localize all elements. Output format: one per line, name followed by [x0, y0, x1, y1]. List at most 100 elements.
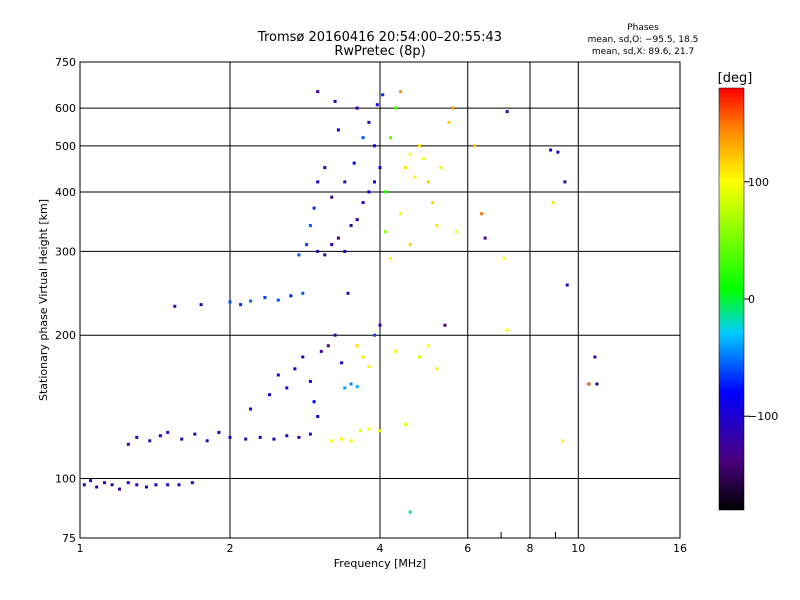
- data-point: [378, 166, 382, 170]
- data-points: [82, 90, 599, 514]
- data-point: [258, 435, 262, 439]
- data-point: [349, 439, 353, 443]
- x-tick-label: 1: [77, 542, 84, 555]
- data-point: [308, 432, 312, 436]
- data-point: [373, 180, 376, 184]
- data-point: [272, 437, 276, 441]
- colorbar-label: [deg]: [718, 71, 753, 86]
- data-point: [308, 224, 312, 227]
- data-point: [330, 195, 334, 199]
- data-point: [361, 201, 365, 205]
- y-tick-label: 75: [62, 532, 76, 545]
- x-tick-label: 2: [227, 542, 234, 555]
- data-point: [319, 349, 323, 353]
- phase-stats-o: mean, sd,O: −95.5, 18.5: [588, 35, 699, 45]
- data-point: [355, 218, 359, 222]
- data-point: [316, 180, 320, 184]
- data-point: [404, 422, 407, 426]
- data-point: [343, 180, 347, 184]
- data-point: [367, 427, 371, 431]
- data-point: [383, 230, 387, 234]
- data-point: [285, 386, 289, 390]
- data-point: [126, 481, 130, 485]
- data-point: [249, 407, 253, 411]
- data-point: [323, 166, 327, 170]
- colorbar-tick-label: −100: [748, 410, 778, 423]
- data-point: [323, 253, 327, 257]
- data-point: [190, 481, 194, 485]
- grid: [80, 62, 680, 538]
- data-point: [340, 437, 344, 441]
- data-point: [361, 136, 365, 140]
- data-point: [451, 106, 455, 110]
- data-point: [305, 243, 309, 247]
- data-point: [381, 93, 385, 97]
- data-point: [330, 439, 334, 443]
- data-point: [399, 212, 403, 216]
- data-point: [355, 106, 359, 110]
- data-point: [199, 303, 203, 307]
- data-point: [367, 364, 371, 368]
- data-point: [426, 344, 430, 348]
- data-point: [158, 434, 162, 438]
- data-point: [228, 435, 232, 439]
- data-point: [276, 298, 280, 302]
- data-point: [443, 323, 447, 327]
- data-point: [312, 206, 316, 210]
- data-point: [249, 299, 253, 303]
- chart-title: Tromsø 20160416 20:54:00–20:55:43: [257, 30, 502, 45]
- data-point: [473, 144, 477, 148]
- data-point: [413, 175, 417, 179]
- data-point: [358, 429, 362, 433]
- data-point: [239, 303, 243, 307]
- data-point: [480, 212, 484, 216]
- data-point: [408, 243, 412, 247]
- data-point: [154, 483, 158, 487]
- data-point: [361, 355, 365, 359]
- data-point: [447, 120, 451, 124]
- data-point: [389, 136, 393, 140]
- data-point: [297, 253, 301, 257]
- data-point: [135, 435, 139, 439]
- data-point: [193, 432, 197, 436]
- data-point: [431, 201, 435, 205]
- data-point: [301, 291, 305, 295]
- data-point: [301, 355, 305, 359]
- x-tick-label: 4: [377, 542, 384, 555]
- data-point: [173, 304, 177, 308]
- data-point: [326, 344, 330, 348]
- data-point: [505, 328, 509, 332]
- x-tick-label: 10: [571, 542, 585, 555]
- data-point: [399, 90, 403, 94]
- data-point: [263, 296, 267, 299]
- plot-frame: [79, 61, 681, 539]
- data-point: [89, 479, 93, 483]
- colorbar-tick-label: 100: [748, 176, 769, 189]
- data-point: [373, 144, 376, 148]
- data-point: [435, 224, 439, 227]
- data-point: [268, 393, 271, 397]
- data-point: [565, 283, 569, 287]
- x-tick-label: 6: [464, 542, 471, 555]
- data-point: [293, 367, 297, 371]
- data-point: [333, 99, 337, 103]
- data-point: [316, 90, 320, 94]
- data-point: [408, 510, 412, 514]
- data-point: [180, 437, 184, 441]
- data-point: [355, 385, 359, 389]
- data-point: [408, 152, 412, 156]
- data-point: [333, 333, 337, 337]
- data-point: [394, 349, 398, 353]
- x-axis-label: Frequency [MHz]: [334, 557, 426, 570]
- y-axis-ticks: 75 100 200 300 400 500 600 750: [55, 56, 76, 545]
- data-point: [145, 485, 148, 489]
- data-point: [217, 430, 221, 434]
- data-point: [389, 256, 393, 260]
- data-point: [549, 148, 553, 152]
- data-point: [593, 355, 597, 359]
- data-point: [103, 481, 106, 485]
- data-point: [587, 382, 591, 386]
- data-point: [404, 166, 407, 170]
- x-tick-label: 8: [527, 542, 534, 555]
- data-point: [330, 243, 334, 247]
